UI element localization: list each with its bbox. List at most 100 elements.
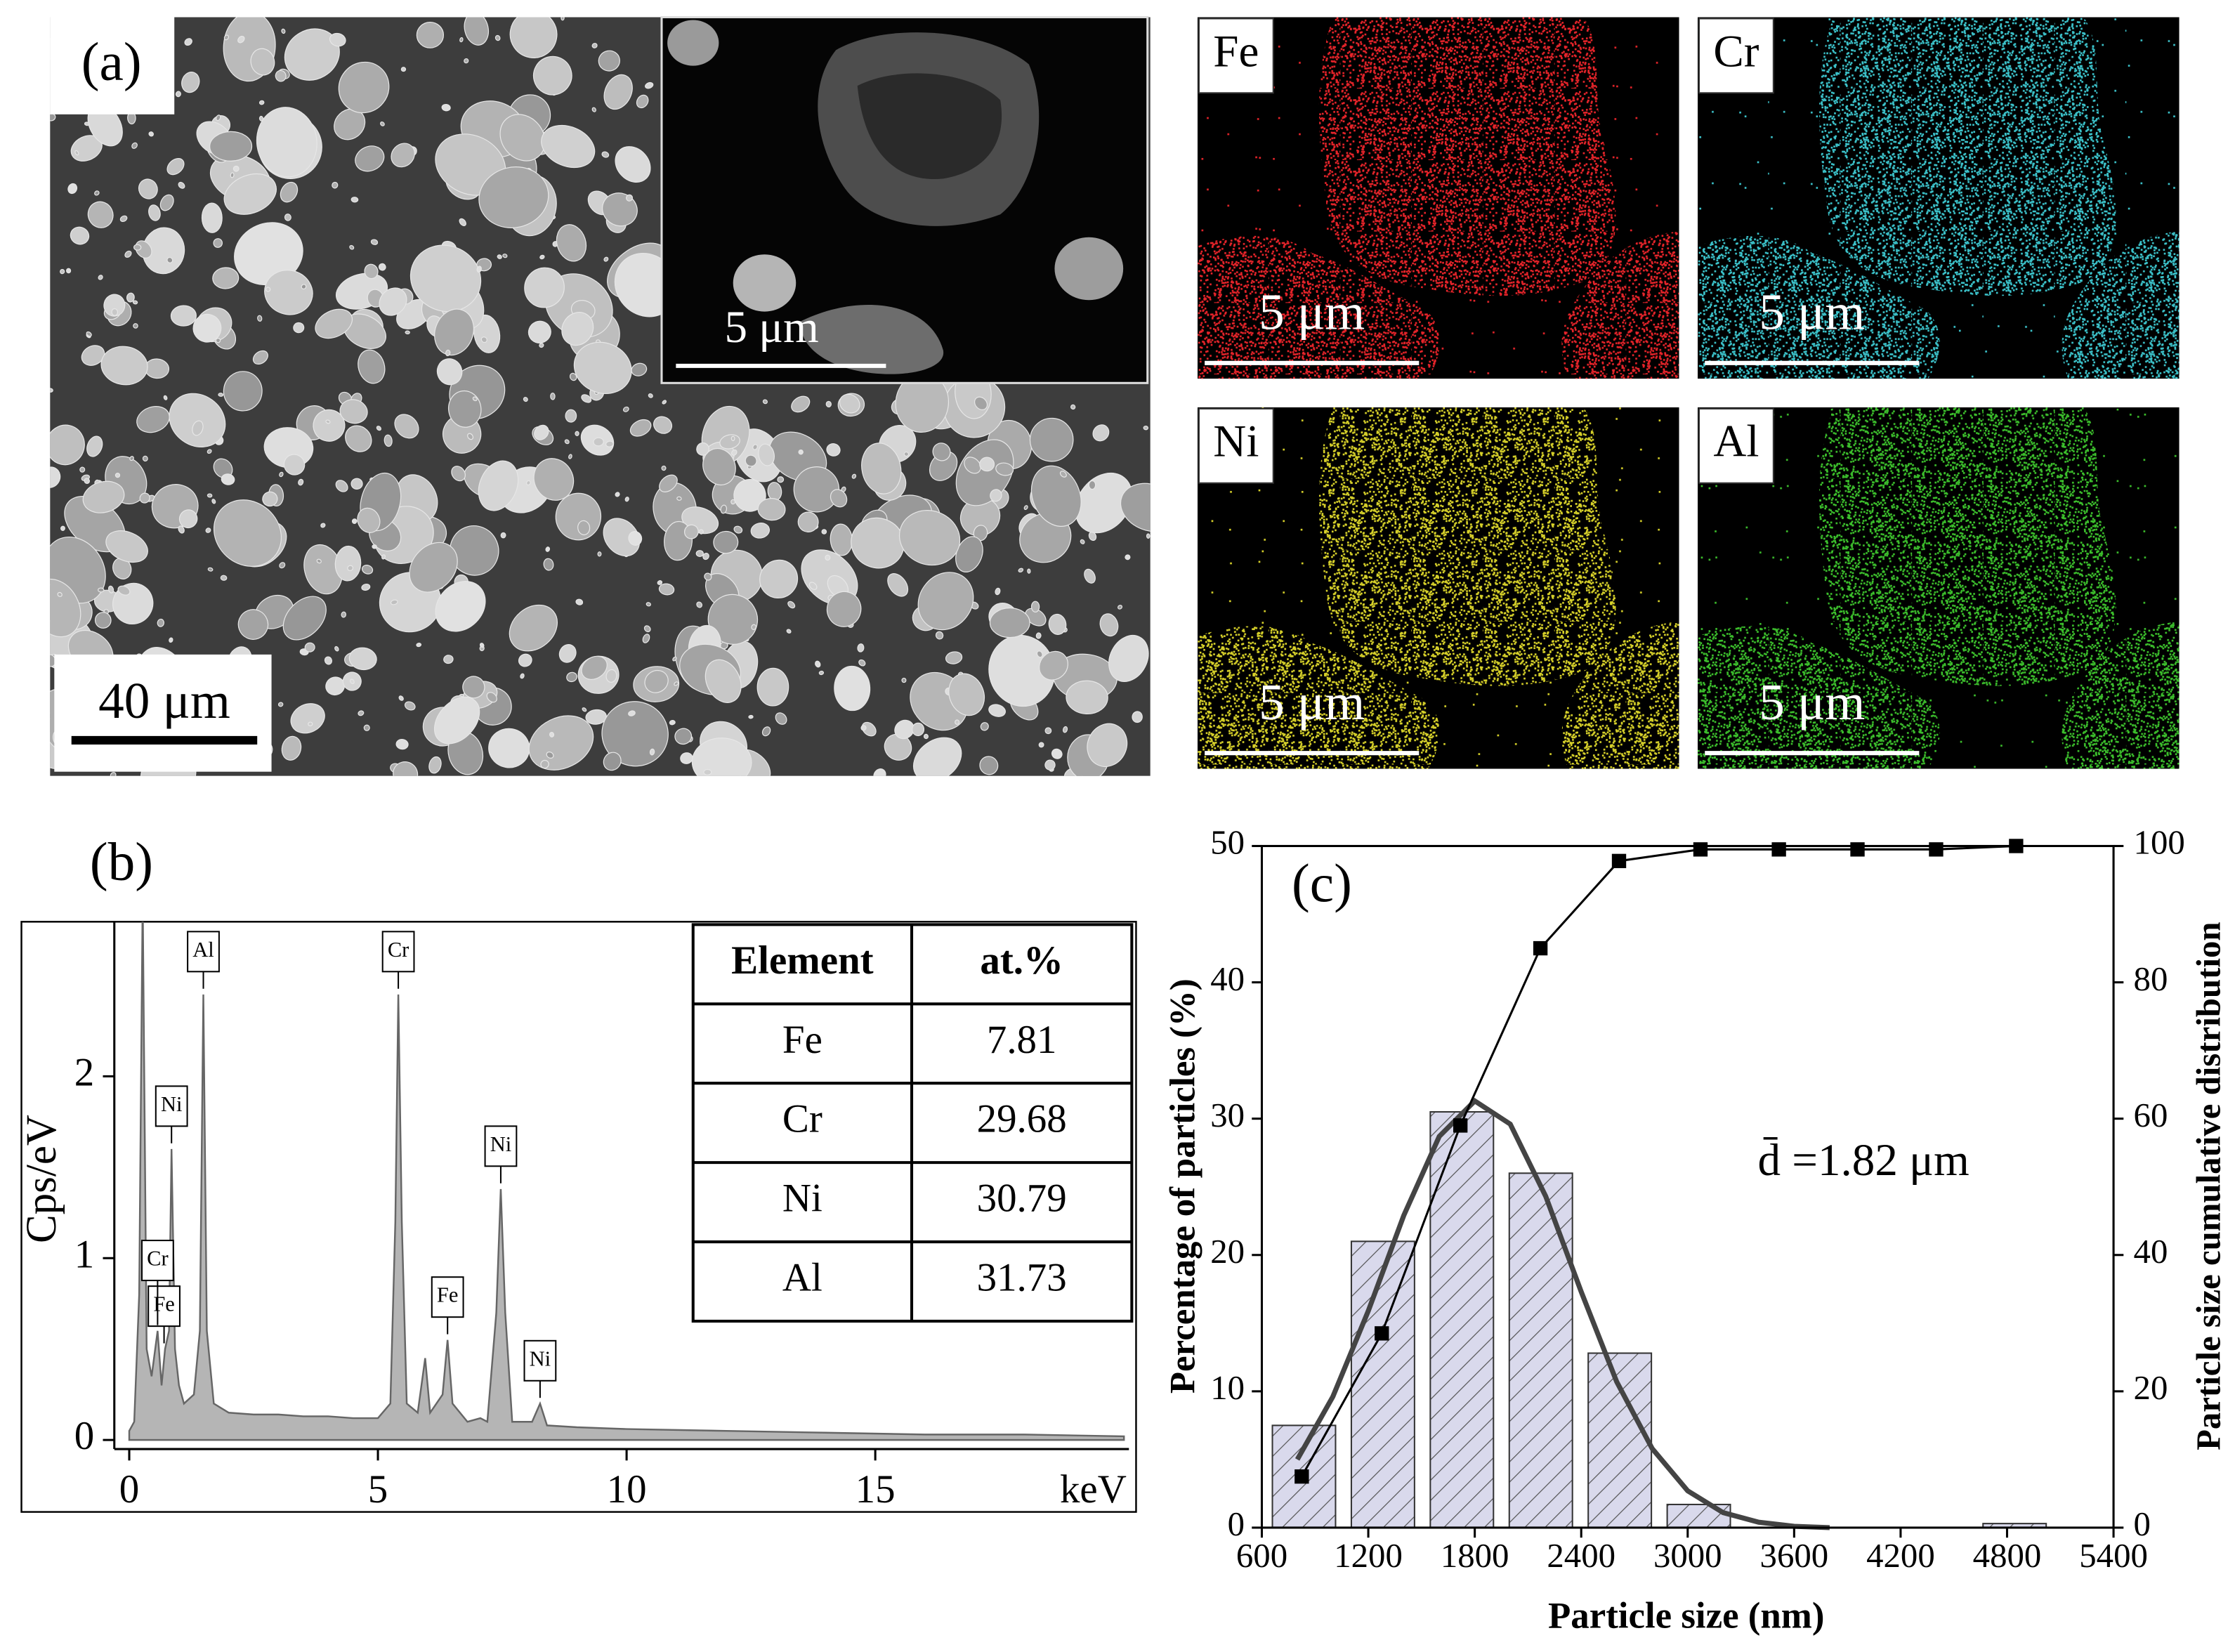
particle <box>316 558 322 564</box>
particle <box>363 724 370 731</box>
particle <box>50 388 53 393</box>
particle <box>441 103 451 112</box>
particle <box>378 263 386 271</box>
particle <box>50 578 81 638</box>
particle <box>358 710 365 716</box>
particle <box>364 263 379 280</box>
particle <box>497 254 502 259</box>
scale-bar-label: 40 μm <box>98 672 230 729</box>
particle <box>157 618 164 627</box>
particle <box>1062 726 1068 733</box>
particle <box>159 194 174 211</box>
particle <box>443 655 454 664</box>
y2-axis-label: Particle size cumulative distribution <box>2189 922 2228 1450</box>
bar <box>1429 1110 1495 1528</box>
particle <box>223 371 263 412</box>
particle <box>349 678 355 684</box>
particle <box>566 671 577 683</box>
particle <box>658 583 675 596</box>
x-tick-label: 4200 <box>1866 1536 1935 1575</box>
particle <box>834 665 871 712</box>
particle <box>761 726 771 737</box>
particle <box>541 124 596 169</box>
particle <box>338 61 390 114</box>
particle <box>416 643 422 648</box>
particle <box>556 224 587 262</box>
particle <box>207 449 212 454</box>
particle <box>815 660 821 668</box>
particle <box>903 451 910 457</box>
particle <box>989 607 1030 638</box>
particle <box>348 647 377 671</box>
particle <box>405 330 410 334</box>
particle <box>645 81 654 89</box>
peak-label-box <box>431 1276 464 1318</box>
particle <box>526 480 531 486</box>
particle <box>539 343 544 348</box>
particle <box>642 634 650 643</box>
particle <box>351 518 358 524</box>
map-label: Ni <box>1213 417 1259 467</box>
scale-bar-label: 5 μm <box>1759 284 1865 341</box>
particle <box>745 454 757 467</box>
y-tick-label: 0 <box>74 1414 94 1458</box>
particle <box>1080 539 1085 544</box>
particle <box>169 393 226 447</box>
particle <box>672 656 677 662</box>
particle <box>756 667 789 707</box>
particle <box>494 34 501 41</box>
particle <box>282 596 327 641</box>
particle <box>601 151 610 158</box>
particle <box>509 604 558 652</box>
particle <box>390 599 398 605</box>
particle <box>394 414 419 439</box>
particle <box>212 267 240 289</box>
particle <box>524 267 565 308</box>
particle <box>350 197 359 203</box>
particle <box>60 525 65 531</box>
particle <box>479 643 485 648</box>
particle <box>704 659 742 703</box>
particle <box>703 768 712 775</box>
particle <box>357 507 381 533</box>
particle <box>451 466 466 482</box>
particle <box>380 122 385 126</box>
particle <box>1036 650 1043 658</box>
particle <box>964 457 981 474</box>
particle <box>1029 417 1074 462</box>
particle <box>762 399 768 405</box>
particle <box>459 37 464 43</box>
particle <box>645 602 651 607</box>
particle <box>1030 601 1040 613</box>
particle <box>945 651 963 664</box>
map-label: Fe <box>1213 26 1259 77</box>
particle <box>695 550 704 557</box>
particle <box>148 204 161 221</box>
panel-label: (b) <box>90 832 153 892</box>
particle <box>808 582 818 591</box>
particle <box>1092 424 1110 442</box>
y-tick-label: 20 <box>1210 1232 1245 1271</box>
particle <box>131 142 138 149</box>
particle <box>178 509 198 529</box>
particle <box>1084 568 1096 584</box>
particle <box>325 419 331 424</box>
table-header: Element <box>731 938 873 983</box>
peak-label-box <box>187 931 220 973</box>
eds-map: Al 5 μm <box>1698 407 2180 769</box>
inset-particle <box>733 254 797 312</box>
scale-bar-box <box>54 654 272 772</box>
particle <box>57 591 63 597</box>
annotation: d̄ =1.82 μm <box>1757 1135 1969 1186</box>
particle <box>759 559 799 599</box>
map-region <box>2062 622 2180 769</box>
particle <box>94 612 112 629</box>
particle <box>948 673 985 716</box>
particle <box>1087 723 1128 767</box>
particle <box>315 308 353 339</box>
particle <box>988 704 1006 717</box>
particle <box>575 598 584 605</box>
particle <box>114 473 121 478</box>
peak-label: Ni <box>161 1092 183 1116</box>
particle <box>786 629 792 634</box>
